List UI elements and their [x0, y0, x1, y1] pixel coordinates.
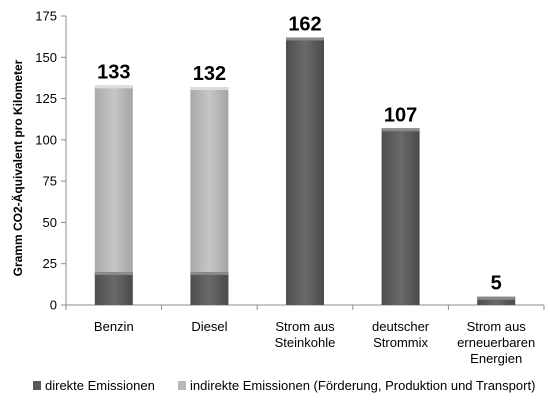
bar-total-label: 162: [288, 13, 321, 35]
y-tick-label: 150: [35, 50, 57, 65]
bar-direkte-emissionen: [477, 296, 516, 305]
category-label: Diesel: [191, 319, 227, 334]
y-tick-label: 175: [35, 9, 57, 24]
bar-total-label: 107: [384, 104, 417, 126]
bar-direkte-emissionen: [286, 37, 324, 306]
bar-top-highlight: [286, 37, 324, 41]
bar-top-highlight: [190, 271, 229, 275]
bars: [94, 37, 516, 306]
y-axis-label: Gramm CO2-Äquivalent pro Kilometer: [10, 59, 25, 276]
bar-total-label: 5: [491, 273, 502, 295]
labels: 133 Benzin 132 Diesel 162 Strom aus Steinkohle…: [94, 13, 535, 366]
legend-swatch-direkte: [33, 381, 41, 390]
bar-direkte-emissionen: [381, 128, 420, 305]
legend-label-direkte: direkte Emissionen: [45, 378, 155, 393]
legend-label-indirekte: indirekte Emissionen (Förderung, Produkt…: [190, 378, 535, 393]
bar-top-highlight: [381, 128, 420, 132]
category-label: Strom aus erneuerbaren Energien: [457, 319, 535, 366]
category-label: Benzin: [94, 319, 134, 334]
bar-top-highlight: [94, 271, 133, 275]
category-label: Strom aus Steinkohle: [275, 319, 336, 350]
bar-direkte-emissionen: [190, 271, 229, 305]
y-tick-label: 125: [35, 91, 57, 106]
bar-top-highlight: [190, 87, 229, 91]
legend-swatch-indirekte: [178, 381, 186, 390]
bar-top-highlight: [94, 85, 133, 89]
bar-indirekte-emissionen: [190, 87, 229, 272]
y-tick-label: 50: [43, 215, 57, 230]
legend: direkte Emissionen indirekte Emissionen (…: [33, 378, 535, 393]
bar-direkte-emissionen: [94, 271, 133, 305]
bar-indirekte-emissionen: [94, 85, 133, 272]
y-tick-label: 25: [43, 256, 57, 271]
bar-top-highlight: [477, 296, 516, 300]
y-tick-label: 75: [43, 174, 57, 189]
bar-total-label: 132: [193, 63, 226, 85]
axes: 0 25 50 75 100 125 150 175: [35, 9, 545, 313]
bar-total-label: 133: [97, 61, 130, 83]
y-tick-label: 0: [50, 298, 57, 313]
y-tick-label: 100: [35, 132, 57, 147]
category-label: deutscher Strommix: [372, 319, 430, 350]
